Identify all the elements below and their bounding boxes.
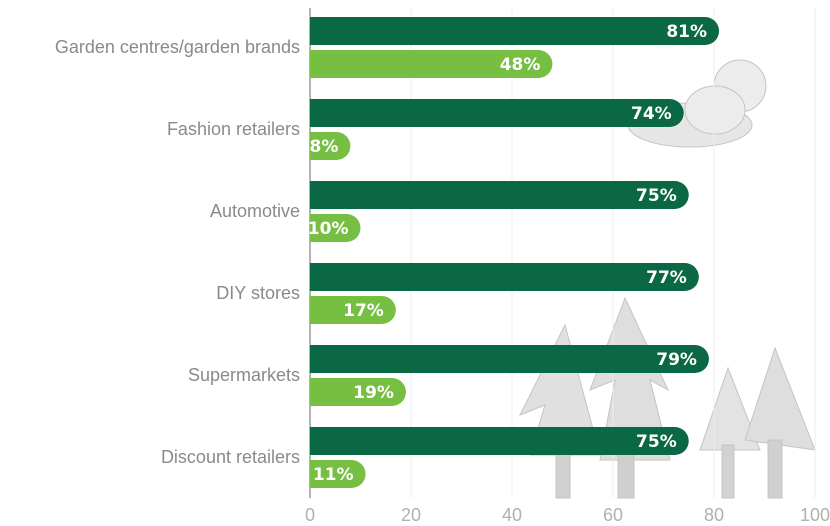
x-tick-label: 0 (305, 505, 315, 525)
x-tick-label: 40 (502, 505, 522, 525)
x-tick-label: 20 (401, 505, 421, 525)
x-tick-label: 80 (704, 505, 724, 525)
category-label: Supermarkets (188, 365, 300, 385)
value-label: 74% (631, 104, 672, 124)
category-label: Garden centres/garden brands (55, 37, 300, 57)
value-label: 19% (353, 383, 394, 403)
bar (310, 460, 366, 488)
bar (310, 378, 406, 406)
bar (310, 263, 699, 291)
bar (310, 214, 361, 243)
decoration (518, 59, 816, 499)
bar (310, 17, 720, 45)
bar (310, 427, 689, 455)
bar (310, 345, 709, 373)
value-label: 17% (343, 301, 384, 321)
value-label: 75% (636, 186, 677, 206)
value-label: 79% (656, 350, 697, 370)
bar (310, 132, 351, 160)
bar (310, 99, 684, 127)
value-label: 77% (646, 268, 687, 288)
value-label: 48% (500, 55, 541, 75)
bar (310, 50, 553, 78)
value-label: 10% (308, 219, 349, 239)
category-label: Automotive (210, 201, 300, 221)
value-label: 11% (313, 465, 354, 485)
category-label: DIY stores (216, 283, 300, 303)
bar (310, 181, 689, 209)
category-label: Discount retailers (161, 447, 300, 467)
x-tick-label: 60 (603, 505, 623, 525)
bar (310, 296, 396, 324)
value-label: 81% (666, 22, 707, 42)
value-label: 75% (636, 432, 677, 452)
value-label: 8% (310, 137, 339, 157)
x-tick-label: 100 (800, 505, 830, 525)
category-label: Fashion retailers (167, 119, 300, 139)
